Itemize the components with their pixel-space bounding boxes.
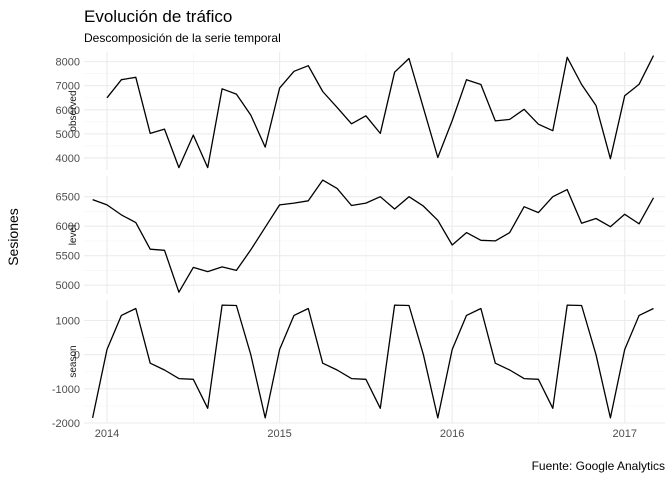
panel-season: -2000 -1000 0 1000 season	[52, 300, 665, 430]
plot-layer: 40005000600070008000observed500055006000…	[52, 52, 665, 440]
y-tick-label-level: 5000	[56, 280, 80, 292]
series-line-observed	[106, 55, 655, 169]
panel-label-level: level	[68, 225, 79, 246]
panel-level: 5000 5500 6000 6500 level	[56, 176, 665, 294]
y-tick-label-season: 0	[74, 350, 80, 362]
y-tick-label-level: 6500	[56, 192, 80, 204]
y-tick-label-season: -1000	[52, 384, 80, 396]
series-line-season	[91, 304, 654, 419]
chart-subtitle: Descomposición de la serie temporal	[84, 31, 281, 45]
y-tick-label-observed: 4000	[56, 153, 80, 165]
chart-title: Evolución de tráfico	[84, 7, 232, 26]
panel-observed: 4000 5000 6000 7000 8000 observed	[56, 52, 665, 170]
y-tick-label-level: 5500	[56, 251, 80, 263]
y-tick-label-observed: 8000	[56, 57, 80, 69]
y-tick-label-level: 6000	[56, 221, 80, 233]
y-tick-label-observed: 5000	[56, 129, 80, 141]
x-tick-label: 2017	[612, 428, 636, 440]
x-tick-label: 2016	[440, 428, 464, 440]
series-line-level	[92, 179, 655, 293]
y-tick-label-observed: 7000	[56, 81, 80, 93]
x-tick-label: 2014	[95, 428, 119, 440]
y-tick-label-observed: 6000	[56, 105, 80, 117]
y-tick-label-season: 1000	[56, 316, 80, 328]
panel-label-season: season	[68, 345, 79, 377]
y-tick-label-season: -2000	[52, 418, 80, 430]
chart-caption: Fuente: Google Analytics	[532, 459, 665, 473]
y-axis-label: Sesiones	[5, 208, 21, 266]
panel-label-observed: observed	[68, 90, 79, 131]
x-tick-label: 2015	[267, 428, 291, 440]
